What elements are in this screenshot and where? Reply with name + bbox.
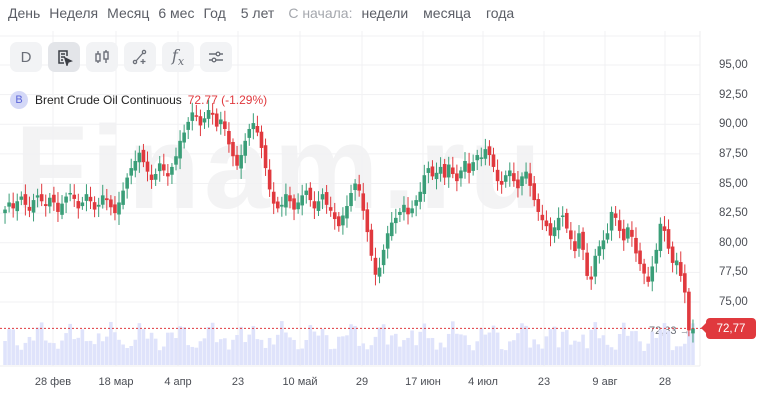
chart-type-button[interactable] bbox=[86, 42, 118, 72]
cursor-tool-button[interactable] bbox=[48, 42, 80, 72]
cursor-doc-icon bbox=[58, 50, 73, 66]
date-tick-label: 10 май bbox=[282, 376, 318, 388]
instrument-price: 72.77 (-1.29%) bbox=[187, 93, 268, 107]
date-tick-label: 29 bbox=[355, 376, 369, 388]
period-day[interactable]: День bbox=[8, 5, 41, 21]
chart-legend: B Brent Crude Oil Continuous 72.77 (-1.2… bbox=[10, 91, 267, 109]
price-tick-label: 87,50 bbox=[719, 147, 748, 160]
period-6m[interactable]: 6 мес bbox=[158, 5, 195, 21]
indicators-button[interactable]: fx bbox=[162, 42, 194, 72]
candlestick-icon bbox=[95, 50, 109, 63]
instrument-name: Brent Crude Oil Continuous bbox=[35, 93, 182, 107]
since-month[interactable]: месяца bbox=[423, 5, 471, 21]
price-tick-label: 82,50 bbox=[719, 207, 748, 220]
date-tick-label: 17 июн bbox=[405, 376, 441, 388]
since-week[interactable]: недели bbox=[361, 5, 409, 21]
date-tick-label: 4 июл bbox=[468, 376, 498, 388]
price-tick-label: 80,00 bbox=[719, 236, 748, 249]
since-label: С начала: bbox=[288, 5, 353, 21]
time-axis[interactable]: 28 фев 18 мар 4 апр 23 10 май 29 17 июн 4 июл 23… bbox=[0, 376, 700, 390]
date-tick-label: 28 bbox=[658, 376, 672, 388]
sliders-icon bbox=[209, 51, 223, 63]
date-tick-label: 9 авг bbox=[592, 376, 618, 388]
date-tick-label: 23 bbox=[231, 376, 245, 388]
date-tick-label: 18 мар bbox=[98, 376, 134, 388]
date-tick-label: 23 bbox=[537, 376, 551, 388]
line-draw-icon bbox=[132, 49, 147, 65]
price-tick-label: 90,00 bbox=[719, 118, 748, 131]
price-tick-label: 85,00 bbox=[719, 177, 748, 190]
price-tick-label: 77,50 bbox=[719, 266, 748, 279]
period-year[interactable]: Год bbox=[203, 5, 226, 21]
period-month[interactable]: Месяц bbox=[107, 5, 150, 21]
date-tick-label: 4 апр bbox=[164, 376, 192, 388]
current-price-badge: 72,77 bbox=[701, 318, 756, 339]
price-tick-label: 75,00 bbox=[719, 296, 748, 308]
date-tick-label: 28 фев bbox=[34, 376, 72, 388]
period-5y[interactable]: 5 лет bbox=[240, 5, 275, 21]
price-tick-label: 92,50 bbox=[719, 88, 748, 101]
price-tick-label: 95,00 bbox=[719, 59, 748, 71]
function-icon: fx bbox=[171, 45, 185, 69]
drawing-tool-button[interactable] bbox=[124, 42, 156, 72]
series-badge[interactable]: B bbox=[10, 91, 28, 109]
interval-button[interactable]: D bbox=[10, 42, 42, 72]
chart-toolbar: D fx bbox=[10, 42, 232, 72]
interval-label: D bbox=[20, 48, 32, 66]
settings-button[interactable] bbox=[200, 42, 232, 72]
period-selector: День Неделя Месяц 6 мес Год 5 лет С нача… bbox=[0, 0, 514, 26]
since-year[interactable]: года bbox=[485, 5, 515, 21]
period-week[interactable]: Неделя bbox=[49, 5, 99, 21]
